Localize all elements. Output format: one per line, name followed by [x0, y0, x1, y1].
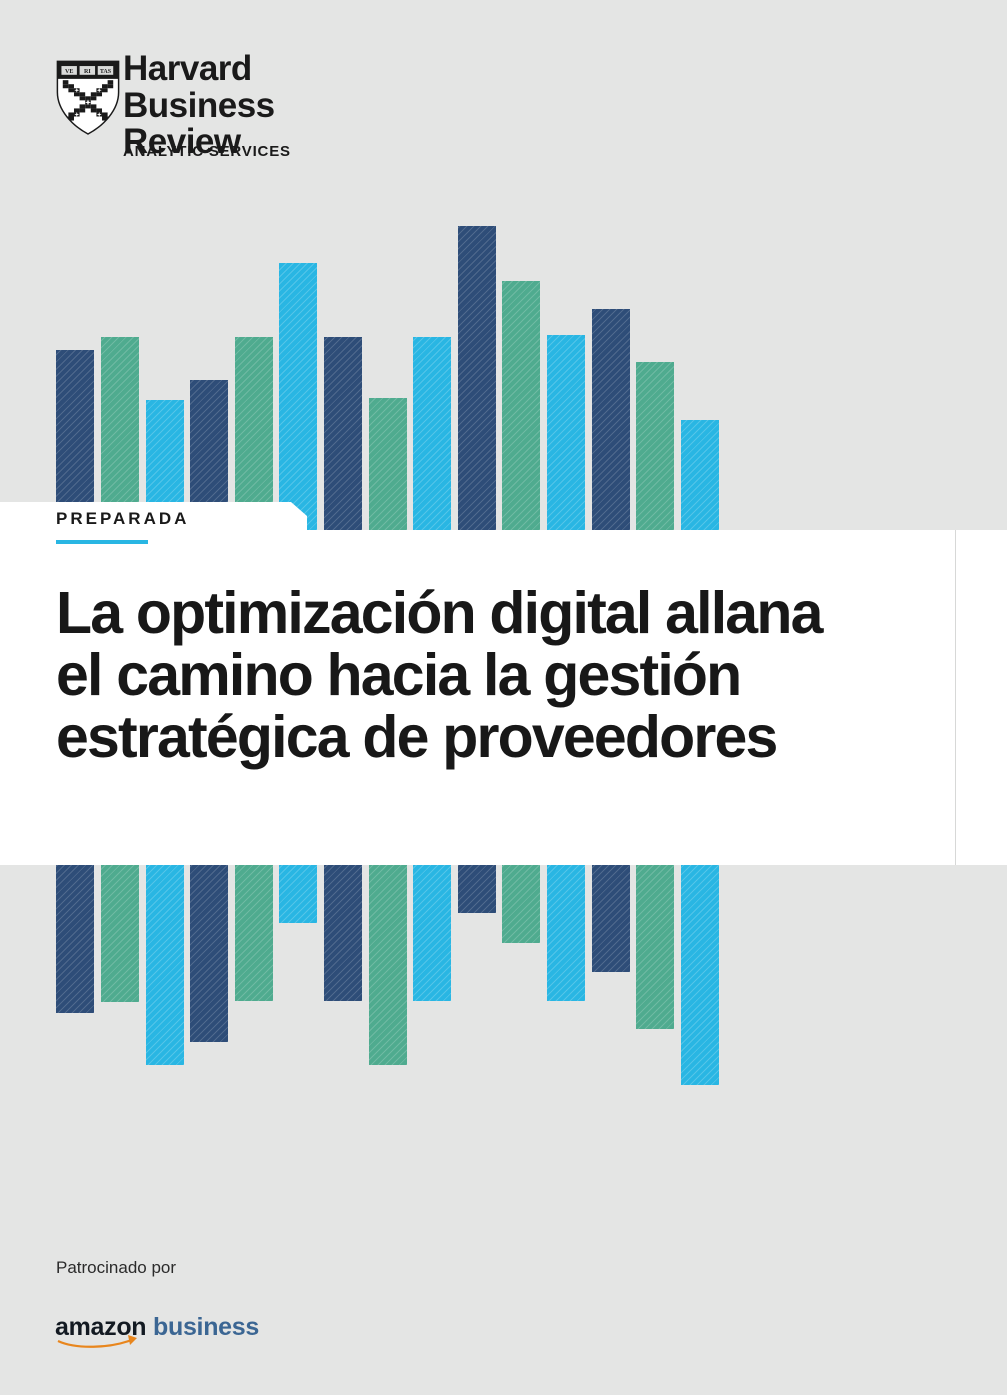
svg-text:business: business	[153, 1313, 259, 1341]
